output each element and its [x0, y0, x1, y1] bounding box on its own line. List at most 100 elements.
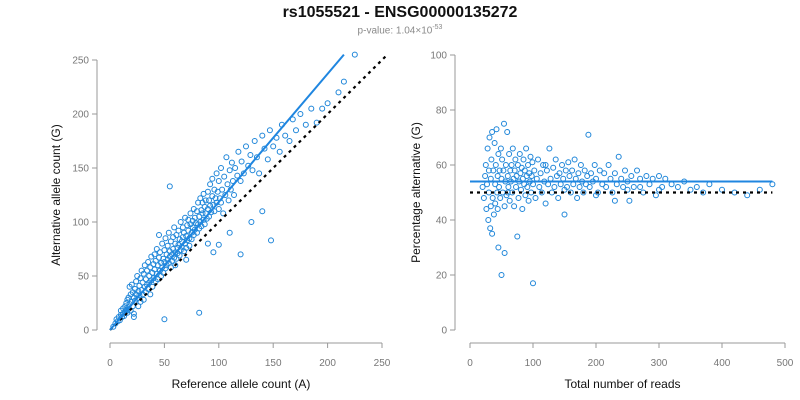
panel1-data-point	[204, 188, 211, 195]
panel2-data-point	[488, 156, 495, 163]
panel1-data-point	[164, 242, 171, 249]
panel1-data-point	[302, 121, 309, 128]
panel2-data-point	[537, 170, 544, 177]
panel2-data-point	[493, 126, 500, 133]
panel2-data-point	[496, 184, 502, 190]
panel2-y-axis-title: Percentage alternative (G)	[409, 122, 423, 263]
panel2-data-point	[555, 195, 562, 201]
panel1-data-point	[151, 251, 158, 258]
panel2-data-point	[542, 200, 549, 207]
panel1-data-point	[286, 138, 293, 144]
panel1-data-point	[201, 221, 208, 228]
panel1-y-tick-label: 200	[72, 110, 89, 121]
panel2-data-point	[483, 206, 490, 212]
panel2-data-point	[515, 195, 522, 201]
panel1-data-point	[128, 281, 135, 288]
panel1-data-point	[282, 132, 289, 139]
panel2-data-point	[502, 162, 509, 168]
panel1-data-point	[276, 148, 283, 155]
panel2-data-point	[643, 173, 650, 179]
panel1-data-point	[176, 252, 183, 259]
panel2-data-point	[624, 186, 631, 193]
panel2-data-point	[706, 181, 713, 188]
panel1-x-tick-label: 100	[210, 358, 227, 369]
panel1-data-point	[210, 249, 217, 256]
panel1-data-point	[249, 167, 256, 174]
panel2-data-point	[601, 170, 608, 177]
panel1-data-point	[234, 172, 241, 179]
panel1-data-point	[144, 267, 150, 274]
panel2-x-tick-label: 300	[651, 358, 668, 369]
panel2-data-point	[630, 184, 637, 190]
panel2-data-point	[546, 145, 553, 152]
panel2-data-point	[596, 167, 603, 174]
panel1-y-tick-label: 100	[72, 218, 89, 229]
panel1-data-point	[237, 178, 244, 184]
panel2-data-point	[571, 156, 578, 163]
panel2-data-point	[522, 192, 529, 199]
panel2-data-point	[562, 167, 569, 174]
panel2-data-point	[489, 129, 496, 135]
panel1-y-axis-title: Alternative allele count (G)	[49, 124, 63, 265]
panel1-data-point	[219, 186, 226, 193]
panel1-data-point	[202, 197, 209, 204]
panel1-data-point	[186, 242, 193, 249]
panel2-data-point	[536, 184, 543, 190]
chart-subtitle: p-value: 1.04×10-53	[0, 24, 800, 36]
panel1-data-point	[177, 219, 184, 225]
panel2-data-point	[482, 162, 489, 168]
panel1-data-point	[266, 127, 273, 134]
panel1-data-point	[207, 202, 214, 209]
panel2-data-point	[548, 189, 555, 196]
panel2-data-point	[545, 181, 552, 188]
pvalue-exponent: -53	[432, 24, 443, 31]
panel2-data-point	[494, 173, 501, 179]
panel2-data-point	[527, 153, 534, 160]
panel1-data-point	[206, 197, 212, 204]
panel2-y-tick-label: 60	[436, 161, 448, 172]
panel2-data-point	[512, 156, 519, 163]
panel2-data-point	[557, 181, 564, 188]
panel1-data-point	[351, 51, 358, 58]
panel1-data-point	[213, 170, 220, 177]
panel1-x-tick-label: 200	[319, 358, 336, 369]
panel2-data-point	[538, 189, 545, 196]
panel2-data-point	[495, 244, 502, 251]
panel2-data-point	[496, 167, 503, 174]
panel2-data-point	[532, 195, 539, 201]
panel2-data-point	[528, 189, 535, 196]
panel1-data-point	[308, 105, 315, 112]
panel1-data-point	[231, 192, 237, 198]
panel1-data-point	[222, 192, 229, 198]
panel1-data-point	[156, 232, 162, 238]
panel1-data-point	[130, 314, 137, 320]
panel1-data-point	[209, 175, 216, 182]
panel2-data-point	[576, 184, 583, 190]
panel2-data-point	[501, 250, 508, 256]
panel2-data-point	[484, 145, 491, 152]
panel2-data-point	[485, 167, 492, 174]
panel2-data-point	[497, 145, 504, 152]
panel1-data-point	[183, 256, 190, 263]
panel2-data-point	[551, 184, 558, 190]
panel2-data-point	[482, 173, 489, 179]
panel2-data-point	[543, 167, 550, 174]
panel2-data-point	[494, 206, 501, 212]
panel2-data-point	[561, 211, 568, 218]
panel2-data-point	[499, 156, 506, 163]
panel1-data-point	[165, 229, 172, 236]
panel1-data-point	[340, 78, 347, 85]
panel1-y-tick-label: 150	[72, 164, 89, 175]
panel2-x-tick-label: 100	[525, 358, 542, 369]
panel1-data-point	[141, 262, 148, 269]
panel1-data-point	[220, 210, 227, 217]
panel1-data-point	[184, 222, 191, 229]
panel1-data-point	[261, 145, 268, 152]
panel1-data-point	[240, 170, 247, 177]
panel2-data-point	[580, 189, 587, 196]
panel1-data-point	[162, 235, 169, 242]
panel2-data-point	[513, 184, 519, 190]
panel2-data-point	[577, 162, 584, 168]
panel2-data-point	[525, 197, 532, 204]
panel2-data-point	[591, 162, 598, 168]
